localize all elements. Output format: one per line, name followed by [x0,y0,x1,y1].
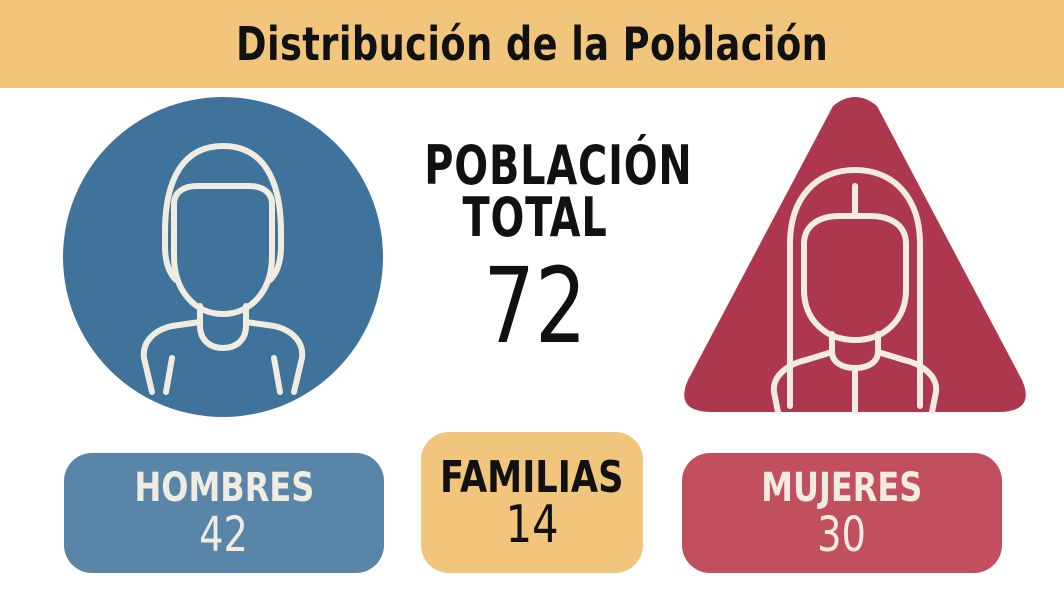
men-value: 42 [199,507,249,563]
female-triangle-background [684,97,1026,412]
total-label-line2: TOTAL [462,186,608,249]
women-label: MUJERES [761,465,923,511]
men-label: HOMBRES [134,465,314,511]
families-value: 14 [505,494,559,555]
families-label: FAMILIAS [440,451,624,503]
male-circle-background [63,97,383,417]
total-label-line1: POBLACIÓN [424,134,693,197]
women-value: 30 [817,507,867,563]
page-title: Distribución de la Población [235,17,829,71]
men-card: HOMBRES 42 [64,453,384,573]
total-value: 72 [483,245,587,367]
families-card: FAMILIAS 14 [421,432,643,573]
male-person-icon [63,97,383,417]
title-banner: Distribución de la Población [0,0,1064,88]
total-population: POBLACIÓN TOTAL 72 [400,134,693,367]
women-card: MUJERES 30 [682,453,1002,573]
female-person-icon [684,97,1026,414]
